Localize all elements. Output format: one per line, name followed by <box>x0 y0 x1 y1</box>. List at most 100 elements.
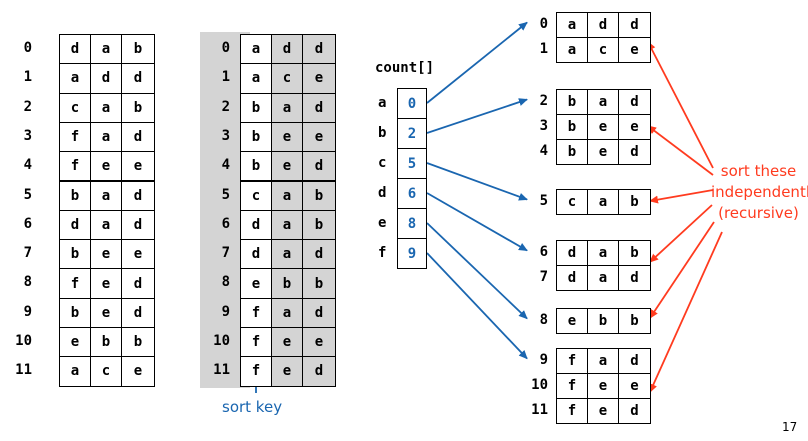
group-cell: b <box>556 114 588 140</box>
table2-cell: d <box>302 34 336 65</box>
table2-cell: d <box>302 239 336 270</box>
table1-cell: d <box>121 268 155 299</box>
group-cell: e <box>618 37 651 63</box>
recursion-annotation: sort these independently (recursive) <box>711 161 808 224</box>
count-to-group-arrow <box>426 222 528 320</box>
table1-cell: a <box>90 209 122 241</box>
table1-row-index: 10 <box>15 333 32 349</box>
table2-cell: d <box>302 151 336 182</box>
group-row-index: 11 <box>531 402 548 418</box>
table2-cell: e <box>302 121 336 153</box>
table1-cell: e <box>90 297 122 328</box>
count-to-group-arrow <box>426 21 528 104</box>
group-cell: c <box>556 189 588 215</box>
table1-cell: b <box>59 239 91 270</box>
table2-key-cell: e <box>240 268 272 299</box>
table1-row-index: 6 <box>23 215 32 232</box>
count-letter: c <box>378 155 387 171</box>
table2-cell: d <box>302 356 336 387</box>
table2-cell: a <box>271 209 303 241</box>
table2-key-cell: b <box>240 92 272 123</box>
table1-row-index: 0 <box>23 40 32 56</box>
group-cell: a <box>587 348 619 374</box>
count-array-label: count[] <box>375 60 435 76</box>
table1-cell: e <box>90 151 122 182</box>
group-row-index: 3 <box>539 118 548 134</box>
table2-key-cell: f <box>240 327 272 358</box>
table2-cell: e <box>271 151 303 182</box>
table2-row-index: 3 <box>221 127 230 144</box>
table2-cell: a <box>271 297 303 328</box>
table2-key-cell: b <box>240 151 272 182</box>
group-cell: b <box>618 189 651 215</box>
table2-row-index: 4 <box>221 157 230 174</box>
table2-cell: c <box>271 63 303 94</box>
group-row-index: 1 <box>539 41 548 57</box>
group-cell: b <box>618 308 651 334</box>
table2-key-cell: f <box>240 356 272 387</box>
table2-cell: e <box>302 327 336 358</box>
group-cell: d <box>618 398 651 424</box>
count-value-cell: 2 <box>397 118 427 149</box>
table1-cell: d <box>121 297 155 328</box>
table1-cell: f <box>59 268 91 299</box>
table1-cell: f <box>59 121 91 153</box>
recursion-arrow <box>649 221 715 319</box>
group-cell: d <box>618 265 651 291</box>
group-cell: d <box>556 240 588 266</box>
group-cell: e <box>556 308 588 334</box>
recursion-arrow <box>647 125 714 176</box>
annotation-line-3: (recursive) <box>718 204 799 222</box>
table1-cell: c <box>90 356 122 387</box>
table2-key-cell: a <box>240 63 272 94</box>
table2-cell: b <box>302 268 336 299</box>
table2-cell: e <box>271 327 303 358</box>
table2-key-cell: d <box>240 239 272 270</box>
table1-cell: d <box>59 34 91 65</box>
group-cell: e <box>618 114 651 140</box>
table2-row-index: 6 <box>221 215 230 232</box>
count-value-cell: 8 <box>397 208 427 239</box>
count-value-cell: 5 <box>397 148 427 179</box>
table1-cell: a <box>59 63 91 94</box>
table1-row-index: 3 <box>23 127 32 144</box>
table1-cell: b <box>121 327 155 358</box>
table1-cell: f <box>59 151 91 182</box>
group-cell: a <box>556 12 588 38</box>
page-number: 17 <box>782 420 798 434</box>
group-cell: a <box>587 89 619 115</box>
table2-key-cell: b <box>240 121 272 153</box>
table2-row-index: 8 <box>221 274 230 291</box>
table2-cell: a <box>271 239 303 270</box>
group-row-index: 6 <box>539 244 548 260</box>
table2-cell: b <box>302 209 336 241</box>
table1-row-index: 1 <box>23 69 32 86</box>
group-cell: e <box>587 114 619 140</box>
count-letter: e <box>378 215 387 231</box>
recursion-arrow <box>649 189 714 204</box>
table2-row-index: 9 <box>221 303 230 320</box>
group-row-index: 8 <box>539 312 548 328</box>
recursion-arrow <box>647 41 714 169</box>
table2-row-index: 10 <box>213 333 230 349</box>
table1-row-index: 8 <box>23 274 32 291</box>
annotation-line-2: independently <box>711 183 808 201</box>
annotation-line-1: sort these <box>720 162 797 180</box>
table2-row-index: 1 <box>221 69 230 86</box>
table1-cell: e <box>121 151 155 182</box>
group-row-index: 5 <box>539 193 548 209</box>
group-cell: e <box>618 373 651 399</box>
count-to-group-arrow <box>426 162 528 201</box>
group-row-index: 10 <box>531 377 548 393</box>
table1-row-index: 2 <box>23 98 32 115</box>
group-cell: d <box>618 348 651 374</box>
count-letter: b <box>378 125 387 141</box>
table1-cell: b <box>121 34 155 65</box>
table2-row-index: 0 <box>221 40 230 56</box>
group-cell: d <box>618 12 651 38</box>
table2-cell: a <box>271 92 303 123</box>
group-cell: b <box>618 240 651 266</box>
group-cell: a <box>556 37 588 63</box>
group-row-index: 2 <box>539 93 548 109</box>
